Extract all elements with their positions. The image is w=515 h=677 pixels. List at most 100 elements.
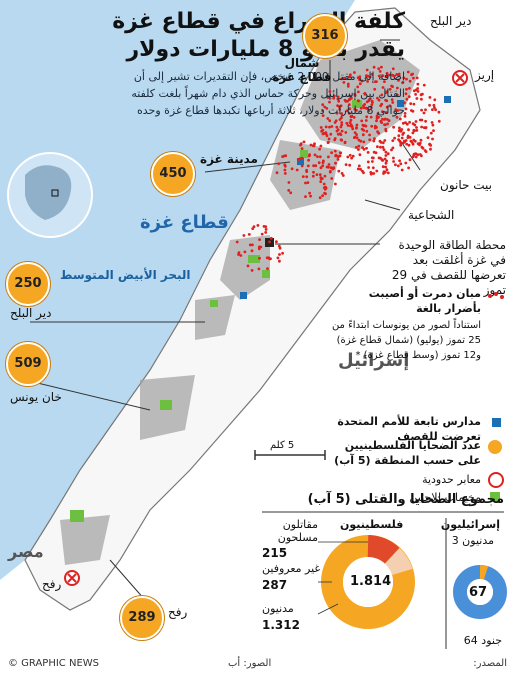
damage-dot (342, 81, 346, 84)
damage-dot (335, 111, 339, 115)
damage-dot (277, 162, 281, 166)
damage-dot (364, 119, 368, 122)
damage-dot (384, 150, 388, 154)
damage-dot (370, 72, 374, 76)
damage-dot (326, 117, 330, 120)
damage-dot (401, 133, 405, 136)
damage-dot (305, 175, 309, 179)
damage-dot (366, 74, 370, 78)
damage-dot (363, 92, 367, 95)
damage-dot (364, 106, 368, 110)
damage-dot (371, 101, 374, 104)
damage-dot (283, 164, 287, 168)
damage-dot (343, 140, 347, 144)
damage-dot (360, 127, 364, 131)
damage-dot (355, 133, 358, 137)
damage-dot (349, 73, 352, 77)
damage-dot (257, 245, 261, 249)
damage-dot (376, 112, 380, 115)
damage-dot (396, 73, 400, 77)
damage-dot (420, 97, 423, 101)
damage-dot (339, 125, 343, 129)
damage-dot (320, 177, 324, 181)
damage-dot (405, 77, 408, 81)
damage-dot (351, 154, 355, 158)
damage-dot (289, 191, 293, 195)
damage-dot (356, 167, 360, 171)
damage-dot (314, 164, 318, 168)
damage-dot (407, 166, 410, 170)
damage-dot (437, 110, 441, 114)
damage-dot (334, 154, 337, 158)
damage-dot (258, 238, 261, 242)
damage-dot (312, 170, 315, 174)
damage-dot (384, 154, 388, 157)
damage-dot (392, 156, 395, 160)
damage-dot (281, 251, 284, 255)
damage-dot (339, 133, 343, 137)
damage-dot (383, 123, 387, 127)
urban-central (220, 235, 270, 300)
urban-gaza-city (270, 140, 340, 210)
damage-dot (380, 102, 384, 106)
camp-beach (300, 150, 308, 158)
damage-dot (391, 101, 395, 104)
damage-dot (381, 159, 384, 162)
damage-dot (405, 87, 408, 91)
legend-un-schools: مدارس تابعة للأمم المتحدة تعرضت للقصف (337, 415, 481, 443)
damage-dot (338, 154, 342, 158)
damage-dot (368, 133, 371, 137)
damage-dot (400, 128, 404, 131)
damage-dot (410, 73, 413, 77)
unknown-label: غير معروفين (262, 562, 321, 575)
damage-dot (313, 153, 317, 157)
fighters-value: 215 (262, 546, 288, 560)
damage-dot (307, 158, 310, 162)
damage-dot (366, 151, 370, 154)
damage-dot (373, 124, 377, 128)
damage-dot (388, 73, 391, 77)
damage-dot (398, 126, 401, 130)
damage-dot (324, 185, 327, 189)
damage-dot (395, 115, 399, 119)
damage-dot (327, 163, 331, 166)
damage-dot (381, 165, 385, 169)
damage-dot (416, 153, 420, 157)
camp-maghazi (262, 270, 270, 278)
camp-legend-icon (490, 492, 500, 502)
damage-dot (307, 154, 311, 158)
damage-dot (350, 96, 353, 100)
damage-dot (239, 254, 243, 257)
damage-dot (392, 125, 395, 129)
damage-dot (392, 74, 396, 78)
damage-dot (431, 137, 434, 141)
damage-dot (323, 105, 327, 109)
damage-dot (264, 231, 268, 234)
civilians-value: 1.312 (262, 618, 300, 632)
damage-dot (328, 170, 332, 174)
label-rafah: رفح (168, 605, 188, 619)
damage-dot (377, 67, 381, 71)
damage-dot (403, 101, 406, 105)
label-shujaiya: الشجاعية (408, 208, 455, 222)
damage-dot (403, 139, 406, 143)
damage-dot (325, 107, 329, 110)
damage-dot (250, 269, 254, 272)
damage-dot (356, 85, 360, 89)
damage-dot (377, 98, 381, 102)
damage-dot (339, 151, 343, 155)
damage-dot (352, 116, 356, 119)
damage-dot (336, 97, 340, 101)
damage-dot (404, 92, 408, 96)
damage-dot (406, 70, 410, 74)
damage-dot (336, 158, 340, 161)
damage-dot (398, 159, 401, 163)
damage-dot (428, 103, 431, 107)
legend-camps: مخيمات للاجئين (409, 491, 481, 504)
damage-dot (246, 264, 250, 268)
damage-dot (414, 120, 418, 123)
damage-dot (396, 86, 399, 90)
damage-dot (411, 131, 415, 135)
damage-dot (403, 112, 407, 115)
